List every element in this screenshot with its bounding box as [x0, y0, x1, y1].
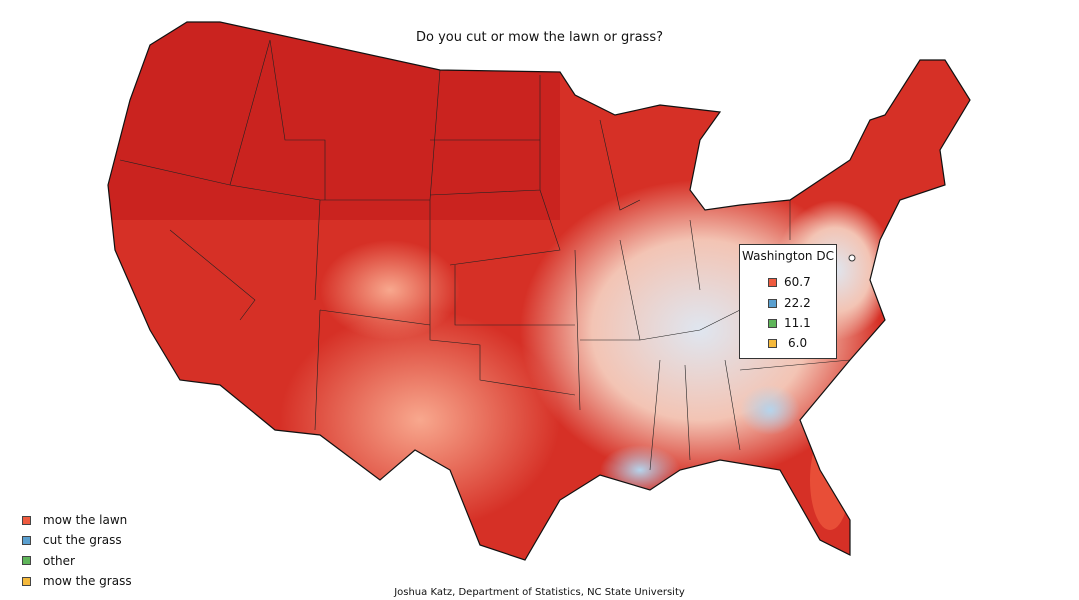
swatch-icon: [768, 338, 777, 348]
legend-label: mow the grass: [43, 574, 132, 589]
swatch-icon: [22, 535, 31, 545]
location-tooltip: Washington DC 60.7 22.2 11.1 6.0: [739, 244, 837, 359]
tooltip-row-cut-the-grass: 22.2: [768, 296, 811, 310]
swatch-icon: [22, 515, 31, 525]
swatch-icon: [22, 576, 31, 586]
legend-item-cut-the-grass[interactable]: cut the grass: [22, 530, 132, 550]
legend-label: other: [43, 553, 75, 568]
tooltip-value: 22.2: [784, 296, 811, 310]
tooltip-value: 6.0: [788, 336, 808, 350]
legend-item-mow-the-grass[interactable]: mow the grass: [22, 571, 132, 591]
legend-item-other[interactable]: other: [22, 551, 132, 571]
legend: mow the lawn cut the grass other mow the…: [22, 510, 132, 591]
tooltip-row-mow-the-lawn: 60.7: [768, 275, 811, 289]
legend-label: mow the lawn: [43, 513, 128, 528]
legend-label: cut the grass: [43, 533, 122, 548]
tooltip-row-other: 11.1: [768, 316, 811, 330]
swatch-icon: [768, 318, 777, 328]
map-title: Do you cut or mow the lawn or grass?: [415, 30, 664, 45]
tooltip-value: 11.1: [784, 316, 811, 330]
tooltip-location: Washington DC: [742, 249, 834, 263]
tooltip-row-mow-the-grass: 6.0: [768, 336, 807, 350]
swatch-icon: [768, 298, 777, 308]
washington-dc-marker[interactable]: [848, 254, 856, 262]
swatch-icon: [22, 556, 31, 566]
tooltip-value: 60.7: [784, 275, 811, 289]
state-borders: [119, 39, 851, 471]
swatch-icon: [768, 277, 777, 287]
credit: Joshua Katz, Department of Statistics, N…: [394, 587, 685, 598]
legend-item-mow-the-lawn[interactable]: mow the lawn: [22, 510, 132, 530]
